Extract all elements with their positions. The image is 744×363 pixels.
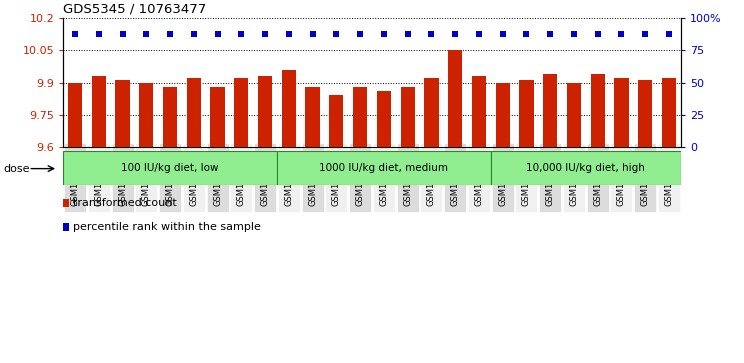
Point (307, 31, 318, 37)
Bar (491, 151, 681, 185)
Bar (472, 76, 486, 147)
Bar (306, 87, 320, 147)
Text: percentile rank within the sample: percentile rank within the sample (73, 222, 260, 232)
Point (93, 31, 105, 37)
Bar (115, 81, 129, 147)
Bar (424, 78, 438, 147)
Point (402, 31, 414, 37)
Point (473, 31, 485, 37)
Point (117, 31, 129, 37)
Text: transformed count: transformed count (73, 198, 176, 208)
Text: 10,000 IU/kg diet, high: 10,000 IU/kg diet, high (526, 163, 645, 173)
Bar (92, 76, 106, 147)
Text: GDS5345 / 10763477: GDS5345 / 10763477 (63, 3, 207, 16)
Bar (277, 151, 491, 185)
Text: 1000 IU/kg diet, medium: 1000 IU/kg diet, medium (319, 163, 449, 173)
Point (426, 31, 437, 37)
Bar (448, 50, 462, 147)
Point (330, 31, 342, 37)
Point (260, 132, 272, 138)
Point (663, 31, 675, 37)
Point (235, 31, 247, 37)
Bar (234, 78, 248, 147)
Bar (258, 76, 272, 147)
Point (615, 31, 627, 37)
Point (449, 31, 461, 37)
Point (69, 31, 81, 37)
Bar (63, 151, 277, 185)
Bar (661, 78, 676, 147)
Bar (591, 74, 605, 147)
Bar (187, 78, 201, 147)
Point (212, 31, 224, 37)
Point (568, 31, 580, 37)
Text: dose: dose (4, 164, 31, 174)
Bar (400, 87, 414, 147)
Bar (567, 82, 581, 147)
Point (188, 31, 200, 37)
Point (591, 31, 603, 37)
Bar (68, 82, 83, 147)
Point (164, 31, 176, 37)
Point (141, 31, 153, 37)
Bar (638, 81, 652, 147)
Bar (543, 74, 557, 147)
Point (497, 31, 509, 37)
Point (354, 31, 366, 37)
Point (259, 31, 271, 37)
Text: 100 IU/kg diet, low: 100 IU/kg diet, low (121, 163, 219, 173)
Point (544, 31, 556, 37)
Bar (163, 87, 177, 147)
Bar (139, 82, 153, 147)
Point (283, 31, 295, 37)
Bar (330, 95, 344, 147)
Bar (353, 87, 368, 147)
Point (521, 31, 533, 37)
Bar (496, 82, 510, 147)
Bar (282, 70, 296, 147)
Bar (211, 87, 225, 147)
Bar (519, 81, 533, 147)
Point (378, 31, 390, 37)
Point (639, 31, 651, 37)
Bar (376, 91, 391, 147)
Bar (615, 78, 629, 147)
